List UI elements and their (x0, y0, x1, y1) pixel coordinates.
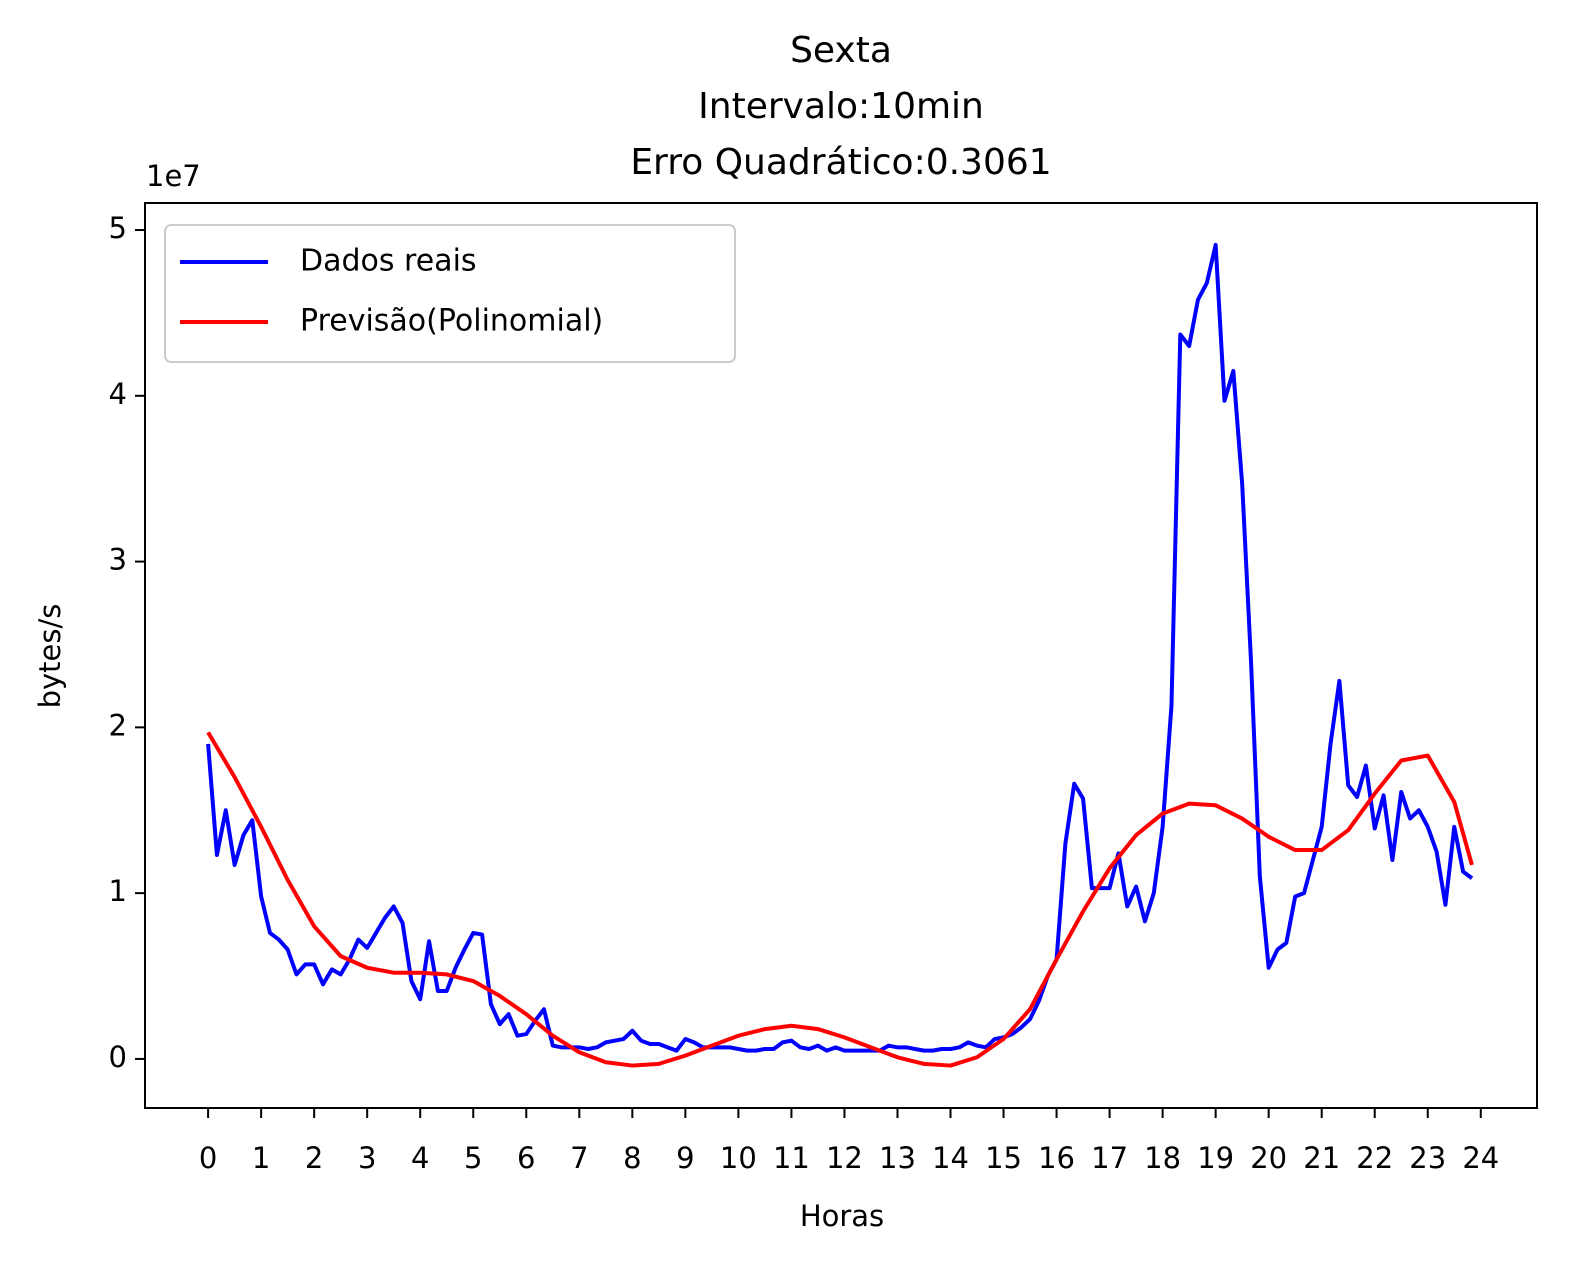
data-line (206, 242, 1474, 1053)
x-tick-label: 13 (879, 1141, 916, 1175)
x-tick-label: 9 (676, 1141, 694, 1175)
legend-label: Previsão(Polinomial) (300, 304, 603, 339)
x-tick-label: 18 (1144, 1141, 1181, 1175)
x-tick-label: 10 (720, 1141, 757, 1175)
x-tick-label: 1 (252, 1141, 270, 1175)
y-offset-label: 1e7 (146, 159, 201, 193)
x-tick-label: 15 (985, 1141, 1022, 1175)
x-axis-label: Horas (800, 1199, 884, 1233)
x-tick-label: 23 (1409, 1141, 1446, 1175)
x-tick-label: 17 (1091, 1141, 1128, 1175)
y-tick-label: 5 (109, 211, 127, 245)
title-line: Intervalo:10min (698, 86, 984, 127)
x-tick-label: 20 (1250, 1141, 1287, 1175)
y-tick-label: 1 (109, 874, 127, 908)
x-tick-label: 21 (1303, 1141, 1340, 1175)
plot-frame (144, 202, 1538, 1109)
x-tick-label: 4 (411, 1141, 429, 1175)
x-tick-label: 6 (517, 1141, 535, 1175)
x-tick-label: 7 (570, 1141, 588, 1175)
y-tick-label: 0 (109, 1040, 127, 1074)
x-tick-label: 22 (1356, 1141, 1393, 1175)
x-tick-label: 3 (358, 1141, 376, 1175)
x-tick-label: 8 (623, 1141, 641, 1175)
y-tick-label: 3 (109, 543, 127, 577)
x-tick-label: 11 (773, 1141, 810, 1175)
legend-box (164, 224, 736, 363)
x-tick-label: 14 (932, 1141, 969, 1175)
legend-label: Dados reais (300, 244, 477, 279)
y-axis-label: bytes/s (33, 604, 67, 709)
x-tick-label: 24 (1462, 1141, 1499, 1175)
x-tick-label: 12 (826, 1141, 863, 1175)
title-line: Sexta (790, 30, 892, 71)
x-tick-label: 2 (305, 1141, 323, 1175)
y-tick-label: 2 (109, 708, 127, 742)
y-tick-label: 4 (109, 377, 127, 411)
x-tick-label: 5 (464, 1141, 482, 1175)
x-tick-label: 0 (199, 1141, 217, 1175)
data-line (206, 731, 1474, 1068)
x-tick-label: 19 (1197, 1141, 1234, 1175)
x-tick-label: 16 (1038, 1141, 1075, 1175)
title-line: Erro Quadrático:0.3061 (630, 142, 1051, 183)
